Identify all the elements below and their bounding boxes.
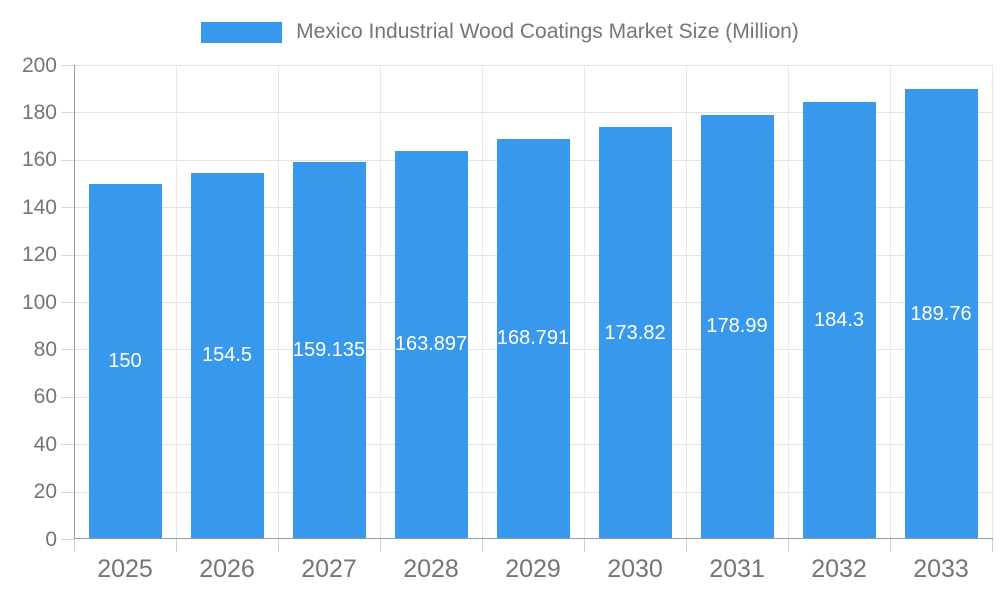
- x-axis-label-2032: 2032: [811, 555, 867, 583]
- y-axis-label: 60: [33, 385, 57, 409]
- x-axis-label-2029: 2029: [505, 555, 561, 583]
- x-axis-label-2025: 2025: [97, 555, 153, 583]
- bar-value-label: 159.135: [292, 338, 366, 361]
- y-axis-tick: [61, 539, 74, 540]
- legend-swatch[interactable]: [201, 21, 283, 43]
- bar-2027[interactable]: 159.135: [292, 161, 366, 539]
- bar-value-label: 168.791: [496, 327, 570, 350]
- y-axis-label: 200: [21, 53, 57, 77]
- y-axis-tick: [61, 396, 74, 398]
- v-gridline: [890, 65, 891, 539]
- v-gridline: [686, 65, 687, 539]
- y-axis-label: 180: [21, 100, 57, 124]
- bar-2025[interactable]: 150: [88, 183, 162, 539]
- v-gridline: [278, 65, 279, 539]
- x-axis-tick: [278, 539, 279, 552]
- x-axis-tick: [992, 539, 993, 552]
- bar-value-label: 189.76: [910, 302, 972, 325]
- bar-2029[interactable]: 168.791: [496, 138, 570, 539]
- v-gridline: [176, 65, 177, 539]
- y-axis-line: [74, 65, 75, 552]
- x-axis-label-2026: 2026: [199, 555, 255, 583]
- y-axis-tick: [61, 491, 74, 493]
- x-axis-tick: [74, 539, 75, 552]
- x-axis-tick: [788, 539, 789, 552]
- x-axis-line: [74, 538, 993, 539]
- bar-value-label: 184.3: [813, 309, 865, 332]
- bar-2031[interactable]: 178.99: [700, 114, 774, 539]
- y-axis-tick: [61, 254, 74, 256]
- x-axis-tick: [482, 539, 483, 552]
- y-axis-label: 120: [21, 243, 57, 267]
- bar-value-label: 173.82: [604, 321, 666, 344]
- y-axis-label: 140: [21, 195, 57, 219]
- v-gridline: [584, 65, 585, 539]
- x-axis-label-2030: 2030: [607, 555, 663, 583]
- y-axis-label: 0: [45, 527, 57, 551]
- bar-value-label: 150: [108, 349, 142, 372]
- bar-2028[interactable]: 163.897: [394, 150, 468, 539]
- y-axis-tick: [61, 112, 74, 114]
- chart-legend[interactable]: Mexico Industrial Wood Coatings Market S…: [0, 20, 1000, 43]
- y-axis-tick: [61, 159, 74, 161]
- y-axis-tick: [61, 349, 74, 351]
- x-axis-tick: [380, 539, 381, 552]
- v-gridline: [380, 65, 381, 539]
- x-axis-label-2028: 2028: [403, 555, 459, 583]
- y-axis-tick: [61, 65, 74, 66]
- x-axis-tick: [584, 539, 585, 552]
- plot-area: 150 154.5 159.135 163.897 168.791 173.82 178.9…: [74, 65, 993, 539]
- bar-2032[interactable]: 184.3: [802, 102, 876, 539]
- y-axis-tick: [61, 444, 74, 446]
- y-axis-tick: [61, 207, 74, 209]
- v-gridline: [788, 65, 789, 539]
- bar-value-label: 154.5: [201, 344, 253, 367]
- h-gridline: [74, 65, 992, 66]
- x-axis-label-2031: 2031: [709, 555, 765, 583]
- bar-2026[interactable]: 154.5: [190, 172, 264, 539]
- h-gridline: [74, 112, 992, 114]
- x-axis-tick: [890, 539, 891, 552]
- bar-2033[interactable]: 189.76: [904, 89, 978, 539]
- x-axis-label-2033: 2033: [913, 555, 969, 583]
- bar-value-label: 163.897: [394, 333, 468, 356]
- legend-label[interactable]: Mexico Industrial Wood Coatings Market S…: [296, 20, 799, 43]
- y-axis-label: 40: [33, 432, 57, 456]
- bar-2030[interactable]: 173.82: [598, 127, 672, 539]
- x-axis-label-2027: 2027: [301, 555, 357, 583]
- y-axis-label: 160: [21, 148, 57, 172]
- y-axis-tick: [61, 302, 74, 303]
- y-axis-label: 100: [21, 290, 57, 314]
- y-axis-label: 20: [33, 480, 57, 504]
- v-gridline: [992, 65, 993, 539]
- v-gridline: [482, 65, 483, 539]
- y-axis-label: 80: [33, 337, 57, 361]
- bar-value-label: 178.99: [706, 315, 768, 338]
- x-axis-tick: [176, 539, 177, 552]
- x-axis-tick: [686, 539, 687, 552]
